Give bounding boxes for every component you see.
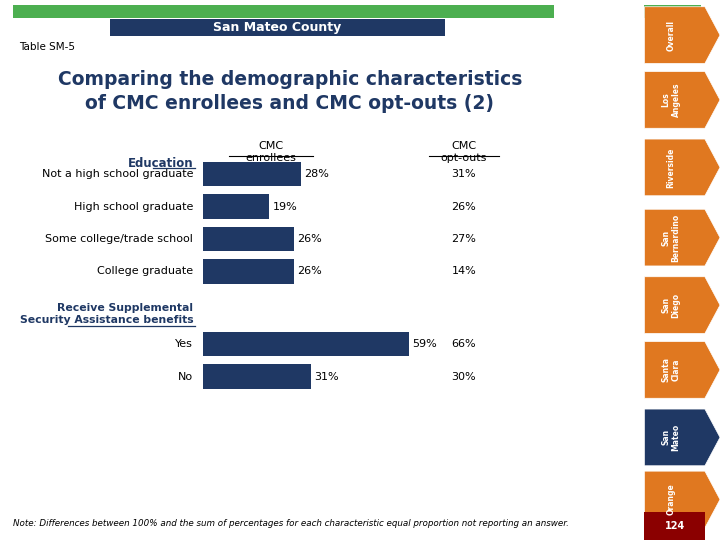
Text: Note: Differences between 100% and the sum of percentages for each characteristi: Note: Differences between 100% and the s… (13, 519, 569, 528)
Text: College graduate: College graduate (97, 266, 193, 276)
Bar (203, 194, 269, 219)
Text: 30%: 30% (451, 372, 477, 382)
Bar (203, 259, 294, 284)
Text: 26%: 26% (451, 201, 477, 212)
Bar (644, 5, 701, 18)
Bar (203, 227, 294, 251)
Bar (13, 5, 554, 18)
Bar (203, 162, 301, 186)
Text: Some college/trade school: Some college/trade school (45, 234, 193, 244)
Text: 31%: 31% (451, 169, 477, 179)
Text: 124: 124 (665, 521, 685, 531)
Text: 14%: 14% (451, 266, 477, 276)
Text: No: No (178, 372, 193, 382)
Polygon shape (644, 471, 720, 528)
Text: Santa
Clara: Santa Clara (661, 357, 680, 382)
Text: Los
Angeles: Los Angeles (661, 83, 680, 117)
Text: San
Bernardino: San Bernardino (661, 213, 680, 262)
Bar (644, 512, 705, 540)
Text: 59%: 59% (413, 339, 437, 349)
Text: 66%: 66% (451, 339, 477, 349)
Text: 31%: 31% (315, 372, 339, 382)
Polygon shape (644, 342, 720, 399)
Polygon shape (644, 276, 720, 333)
Text: 26%: 26% (297, 266, 322, 276)
Bar (109, 19, 445, 36)
Text: San
Diego: San Diego (661, 293, 680, 318)
Text: San
Mateo: San Mateo (661, 424, 680, 451)
Polygon shape (644, 209, 720, 266)
Text: Table SM-5: Table SM-5 (19, 42, 76, 52)
Text: Receive Supplemental
Security Assistance benefits: Receive Supplemental Security Assistance… (19, 303, 193, 325)
Bar (203, 332, 410, 356)
Text: San Mateo County: San Mateo County (213, 21, 341, 34)
Text: 26%: 26% (297, 234, 322, 244)
Polygon shape (644, 139, 720, 195)
Polygon shape (644, 6, 720, 63)
Text: CMC
enrollees: CMC enrollees (246, 141, 296, 163)
Text: Yes: Yes (176, 339, 193, 349)
Text: Orange: Orange (667, 484, 675, 515)
Bar (203, 364, 312, 389)
Text: Comparing the demographic characteristics
of CMC enrollees and CMC opt-outs (2): Comparing the demographic characteristic… (58, 70, 522, 113)
Text: Education: Education (127, 157, 193, 170)
Text: Riverside: Riverside (667, 147, 675, 187)
Text: Overall: Overall (667, 19, 675, 51)
Polygon shape (644, 71, 720, 128)
Text: 28%: 28% (304, 169, 329, 179)
Text: High school graduate: High school graduate (74, 201, 193, 212)
Text: 19%: 19% (273, 201, 297, 212)
Polygon shape (644, 409, 720, 465)
Text: CMC
opt-outs: CMC opt-outs (441, 141, 487, 163)
Text: 27%: 27% (451, 234, 477, 244)
Text: Not a high school graduate: Not a high school graduate (42, 169, 193, 179)
